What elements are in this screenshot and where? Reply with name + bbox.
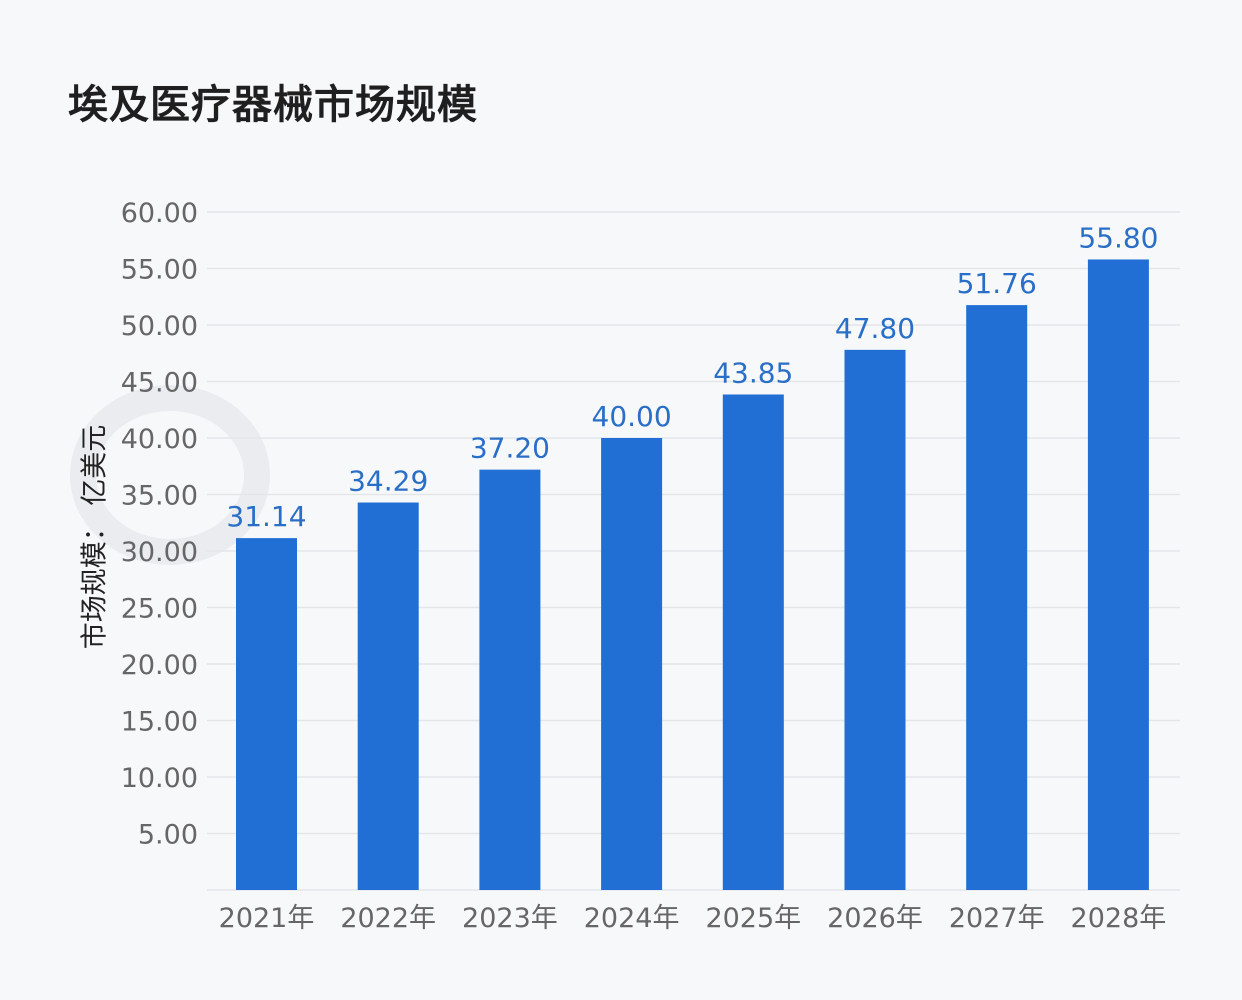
x-tick-label: 2023年 (462, 903, 558, 934)
value-label: 40.00 (592, 400, 672, 433)
y-tick-label: 10.00 (121, 763, 198, 794)
y-tick-label: 50.00 (121, 311, 198, 342)
x-tick-label: 2026年 (827, 903, 923, 934)
y-tick-label: 30.00 (121, 537, 198, 568)
y-tick-label: 55.00 (121, 255, 198, 286)
y-tick-label: 25.00 (121, 594, 198, 625)
y-tick-label: 35.00 (121, 481, 198, 512)
x-tick-label: 2022年 (340, 903, 436, 934)
x-tick-label: 2024年 (584, 903, 680, 934)
bar (966, 305, 1028, 890)
x-tick-label: 2027年 (949, 903, 1045, 934)
value-label: 31.14 (226, 500, 306, 533)
value-labels: 31.14 34.29 37.20 40.00 43.85 47.80 51.76 55.80 (226, 221, 1158, 533)
value-label: 37.20 (470, 432, 550, 465)
gridlines (207, 211, 1180, 891)
bar (236, 538, 297, 890)
y-tick-labels: 5.00 10.00 15.00 20.00 25.00 30.00 35.00 40.00 4… (121, 198, 198, 851)
x-tick-label: 2021年 (219, 903, 315, 934)
value-label: 47.80 (835, 312, 915, 345)
x-tick-labels: 2021年 2022年 2023年 2024年 2025年 2026年 2027年 2028年 (219, 903, 1167, 934)
y-tick-label: 20.00 (121, 650, 198, 681)
bar (722, 394, 784, 890)
chart-title: 埃及医疗器械市场规模 (68, 82, 478, 128)
bars (236, 259, 1149, 891)
value-label: 43.85 (713, 356, 793, 389)
value-label: 51.76 (957, 267, 1037, 300)
y-tick-label: 60.00 (121, 198, 198, 229)
bar (357, 502, 419, 890)
y-tick-label: 15.00 (121, 707, 198, 738)
x-tick-label: 2025年 (705, 903, 801, 934)
y-tick-label: 5.00 (138, 820, 198, 851)
bar (601, 438, 663, 890)
bar (1087, 259, 1149, 891)
bar (479, 469, 541, 890)
bar (844, 349, 906, 890)
y-tick-label: 40.00 (121, 424, 198, 455)
x-tick-label: 2028年 (1071, 903, 1167, 934)
value-label: 55.80 (1078, 221, 1158, 254)
y-tick-label: 45.00 (121, 368, 198, 399)
value-label: 34.29 (348, 465, 428, 498)
